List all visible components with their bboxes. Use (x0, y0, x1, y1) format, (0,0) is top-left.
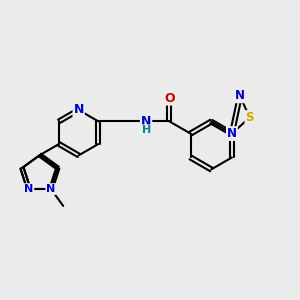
Text: N: N (74, 103, 84, 116)
Text: O: O (164, 92, 175, 105)
Text: N: N (46, 184, 56, 194)
Text: N: N (141, 115, 151, 128)
Text: N: N (227, 127, 237, 140)
Text: S: S (245, 111, 254, 124)
Text: H: H (142, 125, 151, 135)
Text: N: N (235, 89, 245, 102)
Text: N: N (24, 184, 34, 194)
